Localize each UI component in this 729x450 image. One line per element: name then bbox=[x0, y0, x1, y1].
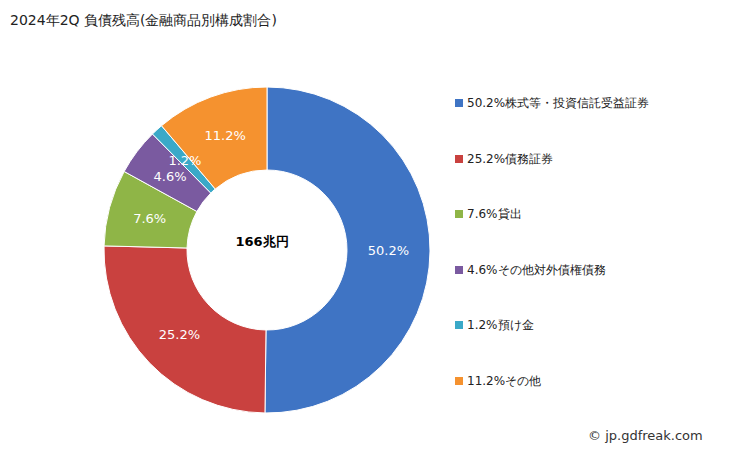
html-text:1.2%預け金: 1.2%預け金 bbox=[467, 318, 534, 332]
svg-text:1.2%: 1.2% bbox=[168, 153, 201, 168]
svg-text:25.2%: 25.2% bbox=[159, 327, 200, 342]
svg-text:4.6%: 4.6% bbox=[154, 169, 187, 184]
html-text:© jp.gdfreak.com: © jp.gdfreak.com bbox=[588, 428, 703, 443]
html-text:2024年2Q 負債残高(金融商品別構成割合): 2024年2Q 負債残高(金融商品別構成割合) bbox=[10, 12, 277, 28]
html-text:7.6%貸出: 7.6%貸出 bbox=[467, 207, 522, 221]
html-text:50.2%株式等・投資信託受益証券: 50.2%株式等・投資信託受益証券 bbox=[467, 96, 650, 110]
svg-text:50.2%: 50.2% bbox=[368, 243, 409, 258]
svg-text:11.2%: 11.2% bbox=[204, 128, 245, 143]
html-text:25.2%債務証券: 25.2%債務証券 bbox=[467, 151, 554, 166]
html-text:4.6%その他対外債権債務: 4.6%その他対外債権債務 bbox=[467, 262, 606, 277]
html-text:166兆円: 166兆円 bbox=[235, 234, 289, 249]
html-text:11.2%その他: 11.2%その他 bbox=[467, 373, 542, 388]
svg-text:7.6%: 7.6% bbox=[133, 211, 166, 226]
